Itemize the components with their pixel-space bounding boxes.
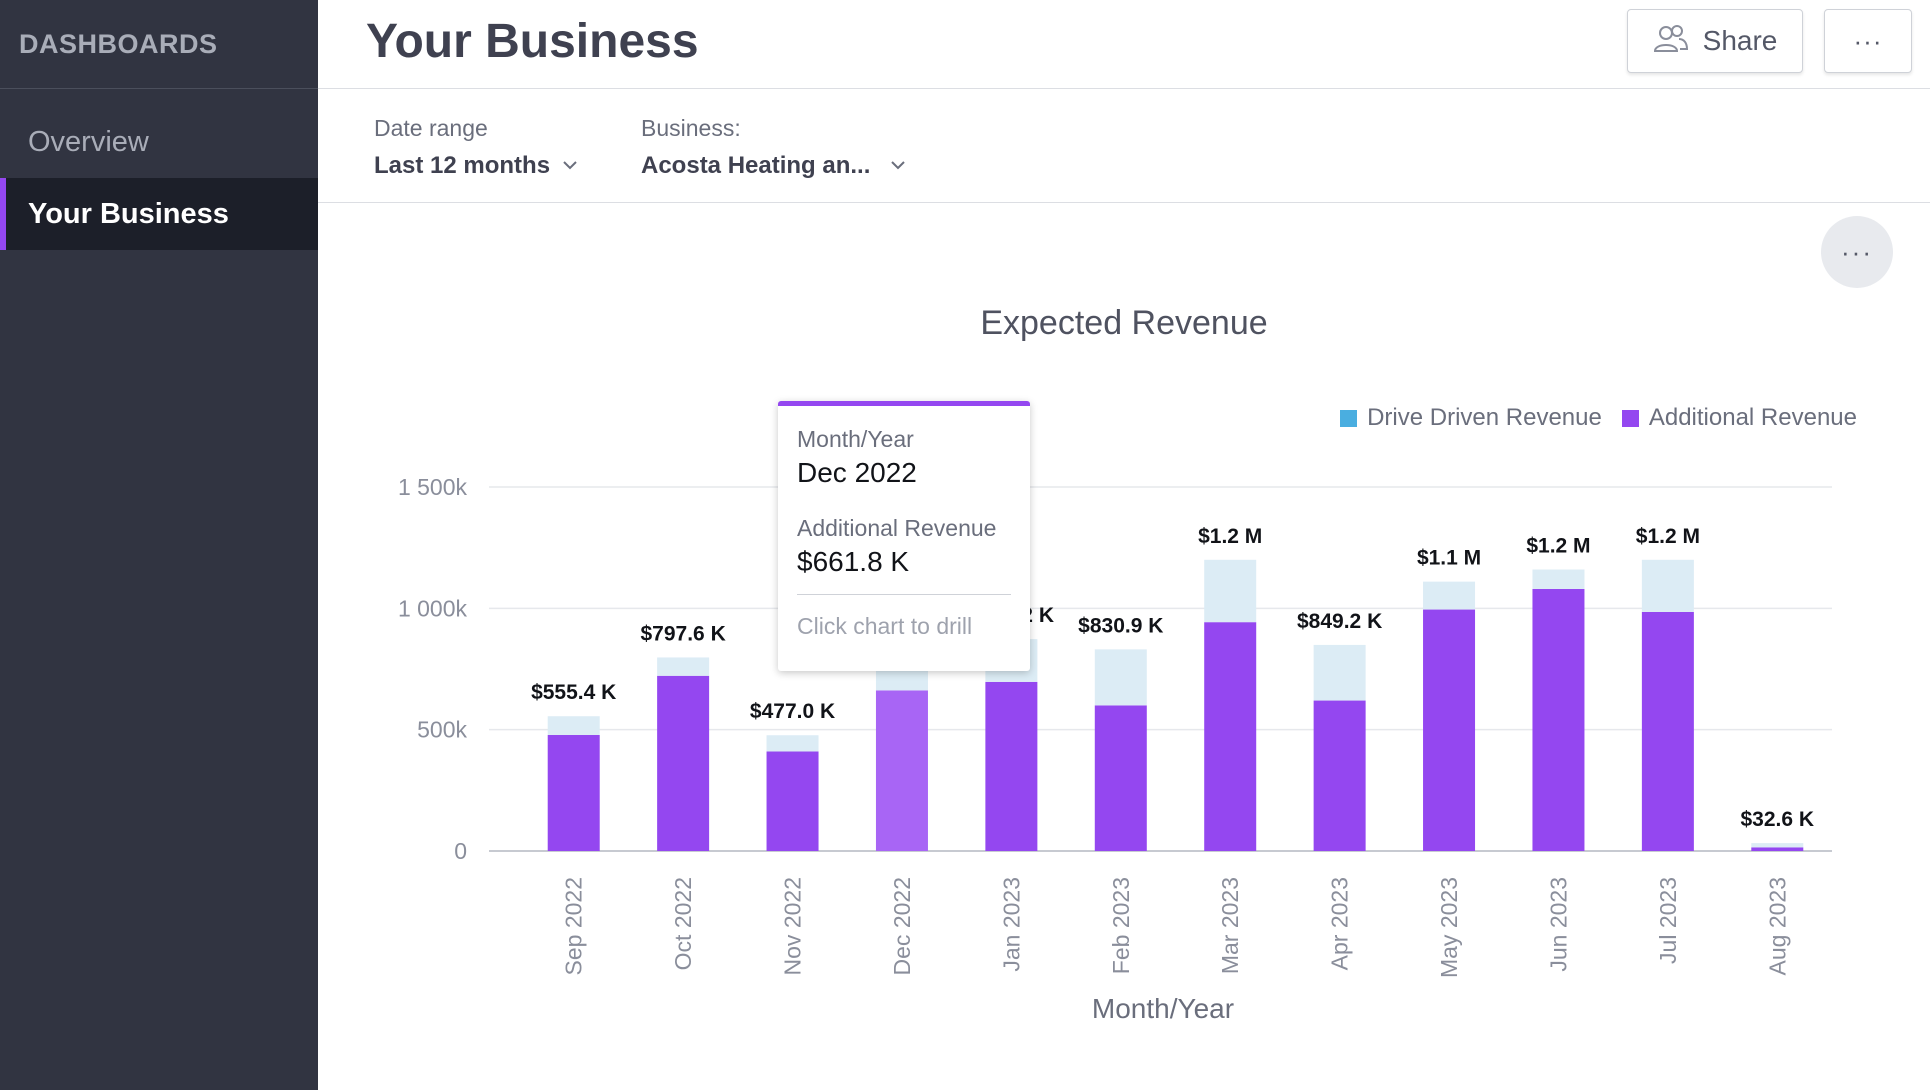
legend-swatch [1340,409,1358,427]
bar-additional-revenue[interactable] [985,681,1038,851]
data-label: $797.6 K [641,622,726,645]
x-tick-label: Mar 2023 [1217,877,1243,974]
bar-additional-revenue[interactable] [1641,611,1694,851]
data-label: $1.2 M [1636,525,1700,548]
sidebar-title: DASHBOARDS [19,28,218,59]
bar-additional-revenue[interactable] [1532,588,1585,851]
bar-additional-revenue[interactable] [766,751,819,851]
x-tick-label: Dec 2022 [889,877,915,975]
tooltip-metric-value: $661.8 K [797,546,910,577]
y-tick-label: 500k [417,717,467,743]
bar-drive-driven-revenue[interactable] [1532,569,1585,589]
chevron-down-icon [890,157,906,175]
bar-drive-driven-revenue[interactable] [1094,649,1147,706]
bar-drive-driven-revenue[interactable] [1313,644,1366,701]
sidebar-item-overview[interactable]: Overview [0,106,318,178]
bar-drive-driven-revenue[interactable] [1204,559,1257,623]
chart-title: Expected Revenue [980,304,1268,342]
bar-drive-driven-revenue[interactable] [1423,581,1476,610]
x-axis-title: Month/Year [1091,993,1235,1024]
tooltip-metric-label: Additional Revenue [797,515,997,541]
date-range-value: Last 12 months [374,152,551,179]
bar-additional-revenue[interactable] [1751,847,1804,851]
page-header: Your Business Share ··· [318,0,1930,89]
page-title: Your Business [366,15,699,68]
bar-additional-revenue[interactable] [1094,705,1147,851]
more-options-button[interactable]: ··· [1824,9,1912,73]
chevron-down-icon [562,157,578,175]
filter-bar: Date range Last 12 months Business: Acos… [318,89,1930,203]
sidebar-item-label: Your Business [28,197,229,230]
revenue-chart[interactable]: 0 500k 1 000k 1 500k $555.4 K Sep 2022 $797.6 … [318,203,1930,1090]
data-label: $1.2 M [1198,525,1262,548]
bar-additional-revenue[interactable] [1423,609,1476,851]
x-tick-label: Jun 2023 [1545,877,1571,972]
data-label: $1.1 M [1417,547,1481,570]
tooltip-dim-value: Dec 2022 [797,457,917,488]
legend-label: Additional Revenue [1648,404,1857,431]
legend-item-additional[interactable]: Additional Revenue [1621,404,1857,432]
users-icon [1653,24,1689,58]
bar-additional-revenue[interactable] [657,675,710,851]
bar-drive-driven-revenue[interactable] [766,735,819,752]
legend-item-drive-driven[interactable]: Drive Driven Revenue [1340,404,1602,432]
date-range-label: Date range [374,115,488,141]
data-label: $477.0 K [750,700,835,723]
x-tick-label: Jan 2023 [998,877,1024,972]
bar-additional-revenue[interactable] [1204,622,1257,851]
bar-drive-driven-revenue[interactable] [1751,843,1804,848]
x-tick-label: Aug 2023 [1764,877,1790,975]
business-value: Acosta Heating an... [641,152,871,179]
x-tick-label: May 2023 [1436,877,1462,978]
date-range-filter[interactable]: Date range Last 12 months [374,115,578,180]
bar-drive-driven-revenue[interactable] [1641,559,1694,612]
business-label: Business: [641,115,741,141]
sidebar-item-label: Overview [28,125,149,158]
data-label: $32.6 K [1741,808,1815,831]
y-tick-label: 1 000k [398,595,468,621]
tooltip-drill-hint: Click chart to drill [797,613,973,639]
bar-drive-driven-revenue[interactable] [547,716,600,736]
tooltip-divider [797,594,1011,595]
data-label: $555.4 K [531,681,616,704]
legend-swatch [1621,409,1639,427]
legend-label: Drive Driven Revenue [1367,404,1602,431]
bar-additional-revenue[interactable] [875,690,928,851]
widget-menu-button[interactable]: ··· [1821,216,1893,288]
data-label: $849.2 K [1297,610,1382,633]
sidebar-item-your-business[interactable]: Your Business [0,178,318,250]
sidebar: DASHBOARDS Overview Your Business [0,0,318,1090]
y-tick-label: 0 [454,838,467,864]
bar-additional-revenue[interactable] [547,735,600,851]
x-tick-label: Jul 2023 [1655,877,1681,964]
share-button[interactable]: Share [1627,9,1803,73]
x-tick-label: Sep 2022 [561,877,587,975]
x-tick-label: Apr 2023 [1327,877,1353,970]
chart-legend: Drive Driven Revenue Additional Revenue [1340,404,1857,432]
sidebar-nav: Overview Your Business [0,106,318,250]
business-filter[interactable]: Business: Acosta Heating an... [641,115,906,180]
tooltip-dim-label: Month/Year [797,426,914,452]
chart-tooltip: Month/Year Dec 2022 Additional Revenue $… [778,401,1030,671]
data-label: $830.9 K [1078,614,1163,637]
data-label: $1.2 M [1526,535,1590,558]
y-tick-label: 1 500k [398,474,468,500]
x-tick-label: Oct 2022 [670,877,696,970]
x-tick-label: Feb 2023 [1108,877,1134,974]
sidebar-header: DASHBOARDS [0,0,318,89]
share-button-label: Share [1702,25,1778,56]
x-tick-label: Nov 2022 [780,877,806,975]
bar-drive-driven-revenue[interactable] [657,657,710,676]
expected-revenue-widget: 0 500k 1 000k 1 500k $555.4 K Sep 2022 $797.6 … [318,203,1930,1090]
bar-additional-revenue[interactable] [1313,700,1366,851]
